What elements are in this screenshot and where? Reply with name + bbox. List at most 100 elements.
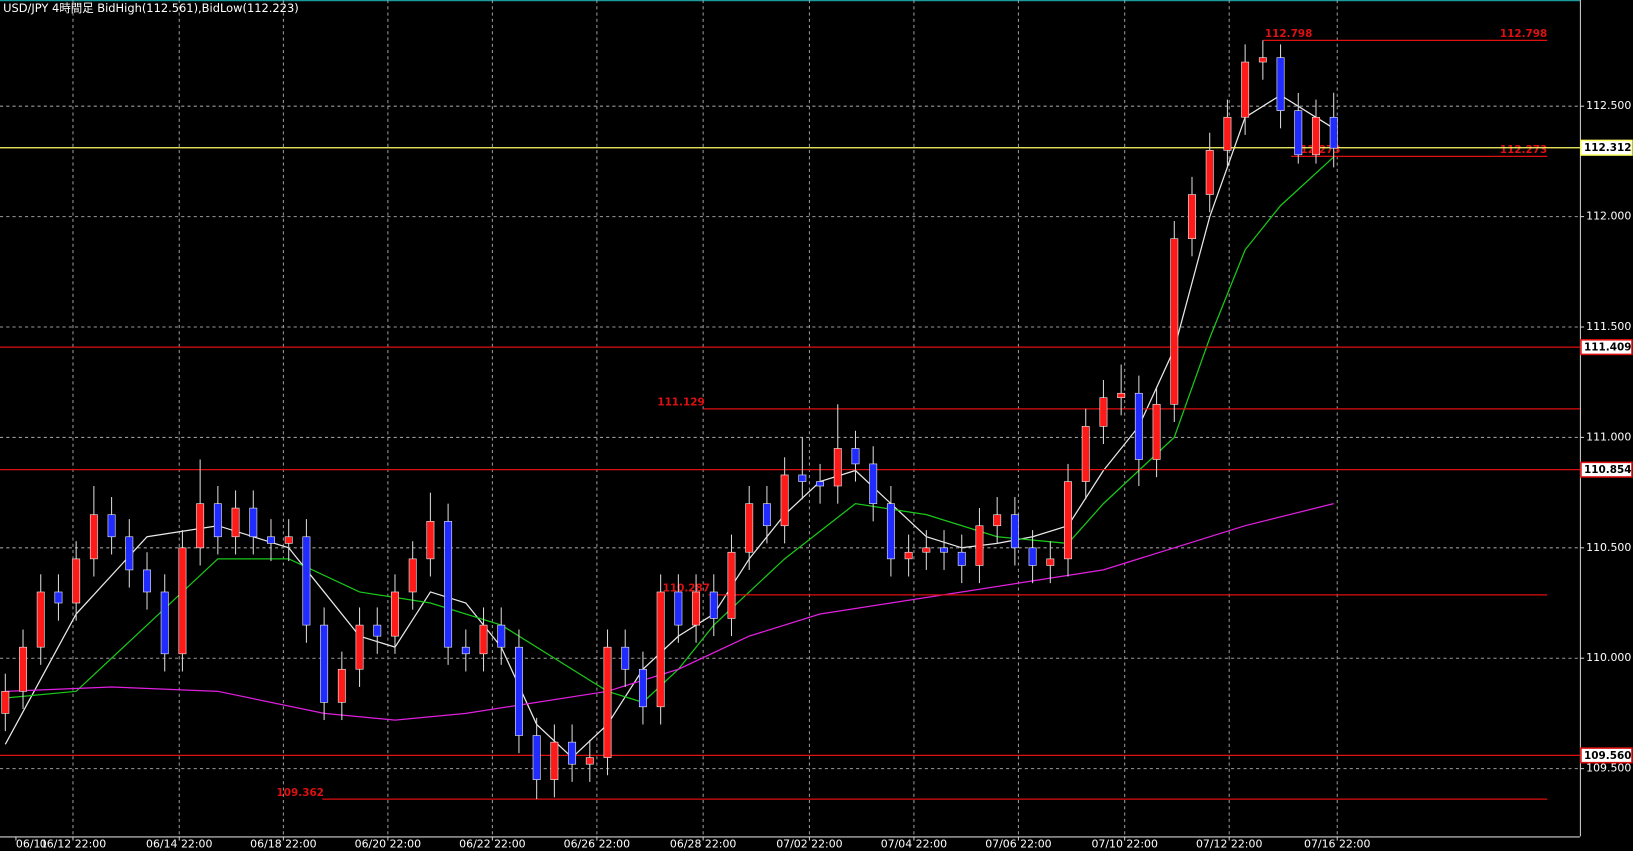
candle-body — [178, 547, 187, 655]
x-tick-label: 06/12 22:00 — [40, 838, 106, 851]
candle-body — [656, 591, 665, 708]
price-box — [1580, 339, 1633, 356]
candle-body — [391, 591, 399, 637]
candle-body — [603, 646, 612, 758]
candle-body — [514, 646, 523, 736]
candle-body — [798, 474, 807, 482]
candle-body — [320, 624, 329, 703]
candle-body — [1099, 397, 1108, 427]
levels: 112.798112.798112.273112.273111.129110.2… — [0, 28, 1580, 800]
x-tick-label: 06/22 22:00 — [459, 838, 525, 851]
candle-body — [1028, 547, 1037, 566]
candle-body — [19, 646, 27, 692]
level-label: 109.362 — [277, 787, 324, 799]
candles — [1, 40, 1338, 800]
level-label: 110.287 — [663, 583, 710, 595]
candle-body — [550, 741, 559, 780]
candle-body — [1134, 392, 1143, 460]
y-tick-label: 112.500 — [1586, 99, 1631, 112]
candle-body — [745, 503, 754, 553]
level-label: 112.798 — [1500, 28, 1547, 40]
candle-body — [780, 474, 789, 527]
candle-body — [993, 514, 1002, 527]
candle-body — [1, 691, 10, 714]
candle-body — [1258, 57, 1267, 63]
price-box-label: 112.312 — [1584, 142, 1631, 154]
candle-body — [904, 551, 913, 560]
candle-body — [337, 668, 346, 703]
candle-body — [1329, 116, 1338, 149]
candle-body — [125, 536, 134, 571]
candle-body — [833, 448, 842, 487]
candle-body — [36, 591, 45, 648]
y-tick-label: 111.500 — [1586, 320, 1631, 333]
candle-body — [1170, 238, 1179, 405]
candle-body — [302, 536, 311, 626]
price-box — [1580, 139, 1633, 156]
candle-body — [479, 624, 488, 655]
candle-body — [727, 551, 736, 619]
y-tick-label: 111.000 — [1586, 430, 1631, 443]
x-tick-label: 07/02 22:00 — [776, 838, 842, 851]
level-label: 112.273 — [1500, 144, 1547, 156]
y-tick-label: 112.000 — [1586, 210, 1631, 223]
candle-body — [355, 624, 364, 670]
candle-body — [1081, 426, 1090, 482]
candle-body — [89, 514, 98, 560]
candle-body — [408, 558, 417, 593]
x-tick-label: 06/26 22:00 — [564, 838, 630, 851]
candle-body — [54, 591, 63, 604]
candle-body — [886, 503, 895, 560]
price-box-label: 111.409 — [1584, 342, 1631, 354]
price-box — [1580, 747, 1633, 764]
chart-title: USD/JPY 4時間足 BidHigh(112.561),BidLow(112… — [3, 1, 299, 15]
candle-body — [532, 735, 541, 780]
candle-body — [816, 481, 825, 487]
x-tick-label: 06/20 22:00 — [355, 838, 421, 851]
candle-body — [1064, 481, 1072, 560]
candle-body — [213, 503, 222, 538]
candle-body — [196, 503, 205, 549]
candle-body — [461, 646, 470, 655]
x-tick-label: 07/10 22:00 — [1091, 838, 1157, 851]
candle-body — [1312, 116, 1320, 156]
price-box — [1580, 461, 1633, 478]
x-tick-label: 07/04 22:00 — [881, 838, 947, 851]
grid — [0, 0, 1580, 837]
x-tick-label: 06/28 22:00 — [670, 838, 736, 851]
x-tick-label: 06/18 22:00 — [250, 838, 316, 851]
candle-body — [1046, 558, 1055, 566]
x-tick-label: 06/11 — [16, 838, 47, 851]
candle-body — [160, 591, 169, 655]
candle-body — [107, 514, 116, 538]
candle-body — [585, 757, 594, 765]
y-tick-label: 109.500 — [1586, 762, 1631, 775]
candle-body — [143, 569, 151, 593]
candle-body — [638, 668, 647, 708]
candle-body — [1294, 110, 1303, 156]
candle-body — [497, 624, 506, 648]
candle-body — [1205, 150, 1214, 195]
candle-body — [621, 646, 630, 670]
candle-body — [568, 741, 577, 765]
x-tick-label: 07/06 22:00 — [985, 838, 1051, 851]
candle-body — [1241, 61, 1250, 118]
level-label: 112.798 — [1265, 28, 1312, 40]
candle-body — [922, 547, 931, 553]
candle-body — [975, 525, 984, 566]
candle-body — [426, 521, 435, 560]
x-tick-label: 06/14 22:00 — [146, 838, 212, 851]
candle-body — [1010, 514, 1019, 549]
candle-body — [692, 591, 701, 626]
x-tick-label: 07/12 22:00 — [1196, 838, 1262, 851]
candle-body — [72, 558, 81, 604]
price-box-label: 110.854 — [1584, 464, 1631, 476]
candle-body — [444, 521, 453, 648]
y-tick-label: 110.500 — [1586, 541, 1631, 554]
axes: 112.500 112.000 111.500 111.000 110.500 110.0… — [15, 99, 1633, 851]
candle-body — [231, 507, 240, 538]
candle-body — [249, 507, 258, 538]
candle-body — [1276, 57, 1285, 111]
